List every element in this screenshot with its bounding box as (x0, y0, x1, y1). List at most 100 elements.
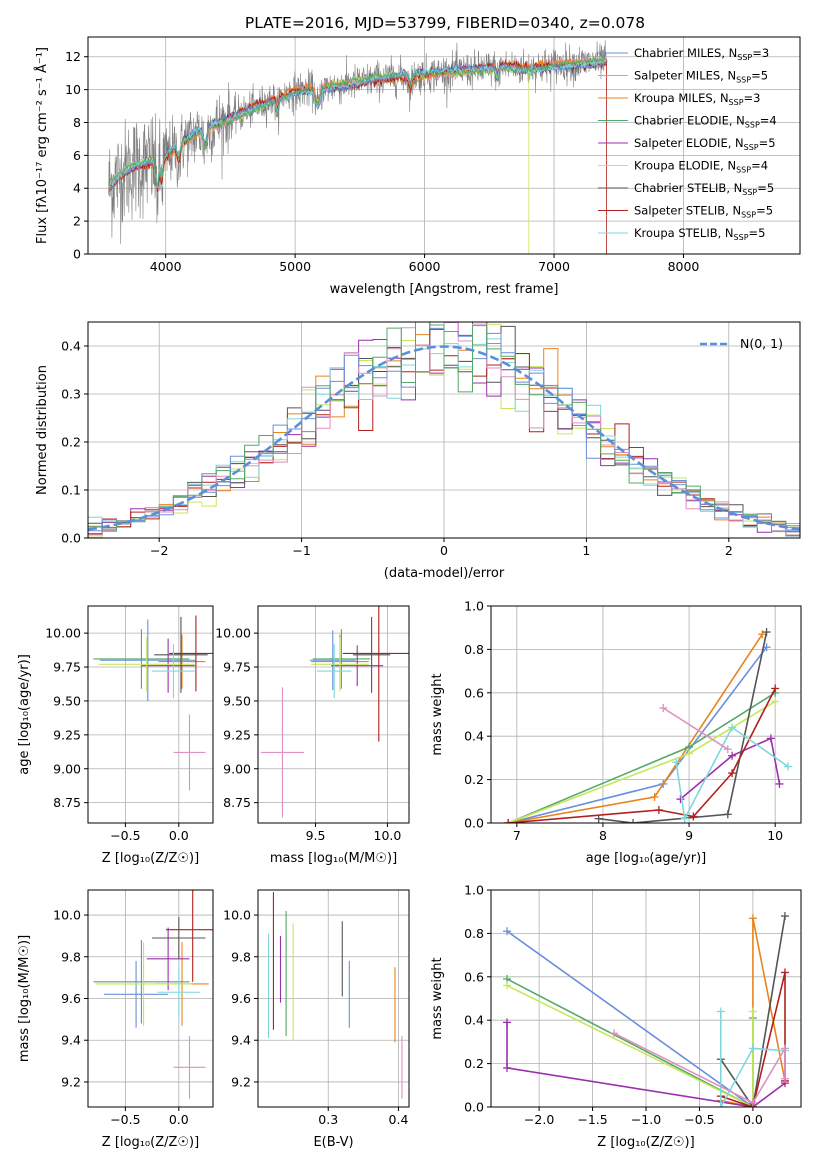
y-tick-label: 0.0 (61, 531, 81, 546)
plot-area (88, 322, 800, 538)
x-tick-label: −0.5 (110, 1112, 140, 1127)
error-cross (173, 714, 206, 791)
y-tick-label: 9.75 (53, 660, 81, 675)
x-tick-label: 10 (767, 828, 783, 843)
x-tick-label: −1 (292, 543, 310, 558)
x-tick-label: −0.5 (110, 828, 140, 843)
y-tick-label: 0.0 (464, 816, 484, 831)
panel-mass-vs-EBV: 0.3 0.4 9.2 9.4 9.6 9.8 10.0 E(B-V) (223, 889, 410, 1150)
plus-marker (723, 810, 732, 819)
x-tick-label: −1.5 (577, 1112, 607, 1127)
error-cross (158, 634, 206, 689)
x-tick-label: 0.0 (743, 1112, 763, 1127)
error-cross (98, 637, 195, 692)
legend: Chabrier MILES, NSSP=3 Salpeter MILES, NS… (598, 46, 777, 242)
y-tick-label: 8 (73, 115, 81, 130)
model-line (108, 56, 608, 189)
y-tick-label: 0.2 (61, 435, 81, 450)
plus-marker (609, 1029, 618, 1038)
panel-residuals: −2 −1 0 1 2 0.0 0.1 0.2 0.3 0.4 (data-model)/error… (35, 321, 801, 581)
mass-weight-line (506, 984, 754, 1107)
legend-entry: Chabrier STELIB, NSSP=5 (634, 181, 774, 197)
error-cross (260, 687, 305, 818)
error-cross (146, 927, 190, 991)
x-tick-label: 4000 (150, 259, 182, 274)
mass-weight-line (720, 1011, 786, 1107)
plus-marker (629, 819, 638, 823)
y-tick-label: 0.4 (464, 1013, 484, 1028)
panel-mass-vs-Z: −0.5 0.0 9.2 9.4 9.6 9.8 10.0 Z [log₁₀(Z/Z☉)] ma… (17, 889, 214, 1150)
x-tick-label: 10.0 (374, 828, 402, 843)
x-axis-label: (data-model)/error (384, 566, 505, 581)
error-cross (99, 619, 196, 701)
plot-area (93, 890, 213, 1099)
y-tick-label: 6 (73, 148, 81, 163)
legend-entry: Kroupa ELODIE, NSSP=4 (634, 159, 768, 175)
y-tick-label: 10 (65, 82, 81, 97)
axes-frame (257, 605, 410, 824)
plot-area (267, 892, 403, 1099)
x-axis-label: wavelength [Angstrom, rest frame] (330, 282, 559, 297)
y-tick-label: 9.8 (231, 949, 251, 964)
x-tick-label: 5000 (279, 259, 311, 274)
error-cross (93, 940, 190, 1024)
mass-weight-line (720, 972, 786, 1107)
panel-age-vs-mass: 9.5 10.0 8.75 9.00 9.25 9.50 9.75 10.00 mass [lo… (215, 605, 410, 866)
panel-age-vs-Z: −0.5 0.0 8.75 9.00 9.25 9.50 9.75 10.00 Z [log₁₀… (17, 605, 214, 866)
y-tick-label: 10.00 (215, 626, 251, 641)
y-tick-label: 9.4 (61, 1033, 81, 1048)
y-tick-label: 4 (73, 181, 81, 196)
y-tick-label: 9.00 (53, 761, 81, 776)
panel-massweight-vs-age: 7 8 9 10 0.0 0.2 0.4 0.6 0.8 1.0 age [log₁₀(age/yr… (430, 599, 802, 866)
y-tick-label: 9.2 (231, 1074, 251, 1089)
axes-frame (87, 36, 801, 255)
plus-marker (728, 723, 737, 732)
plus-marker (503, 1063, 512, 1072)
x-tick-label: 0.0 (169, 1112, 189, 1127)
y-tick-label: 0.4 (61, 339, 81, 354)
mass-weight-line (679, 737, 781, 800)
plus-marker (780, 1074, 789, 1083)
y-tick-label: 9.75 (223, 660, 251, 675)
x-tick-label: 0 (440, 543, 448, 558)
y-tick-label: 9.25 (223, 727, 251, 742)
legend-entry: Salpeter STELIB, NSSP=5 (634, 204, 773, 220)
y-tick-label: 10.0 (223, 908, 251, 923)
y-tick-label: 10.0 (53, 908, 81, 923)
y-tick-label: 0 (73, 247, 81, 262)
plus-marker (723, 745, 732, 754)
plus-marker (654, 805, 663, 814)
plus-marker (676, 795, 685, 804)
grid (88, 606, 213, 823)
legend-entry: Chabrier ELODIE, NSSP=4 (634, 114, 777, 130)
y-tick-label: 8.75 (53, 795, 81, 810)
plot-area (504, 628, 793, 823)
plus-marker (780, 1044, 789, 1053)
model-line (108, 58, 607, 189)
plus-marker (780, 912, 789, 921)
y-tick-label: 0.2 (464, 1056, 484, 1071)
mass-weight-line (598, 631, 768, 823)
mass-weight-line (506, 930, 754, 1107)
x-tick-label: −2.0 (524, 1112, 554, 1127)
plus-marker (716, 1007, 725, 1016)
error-cross (95, 942, 192, 1026)
mass-weight-line (507, 692, 776, 823)
x-tick-label: 2 (725, 543, 733, 558)
mass-weight-line (675, 726, 789, 822)
error-cross (157, 967, 201, 1018)
panel-spectrum: 4000 5000 6000 7000 8000 0 2 4 6 8 10 12 wavelength … (34, 36, 801, 297)
legend-entry: Chabrier MILES, NSSP=3 (634, 46, 769, 62)
error-cross (104, 960, 169, 1028)
y-tick-label: 2 (73, 214, 81, 229)
legend: N(0, 1) (700, 336, 783, 351)
plus-marker (728, 751, 737, 760)
x-tick-label: 0.3 (318, 1112, 338, 1127)
x-axis-label: mass [log₁₀(M/M☉)] (270, 851, 397, 866)
plus-marker (650, 792, 659, 801)
model-line (108, 55, 607, 188)
plus-marker (748, 1044, 757, 1053)
x-tick-label: 8 (599, 828, 607, 843)
normal-reference-curve (88, 345, 800, 531)
